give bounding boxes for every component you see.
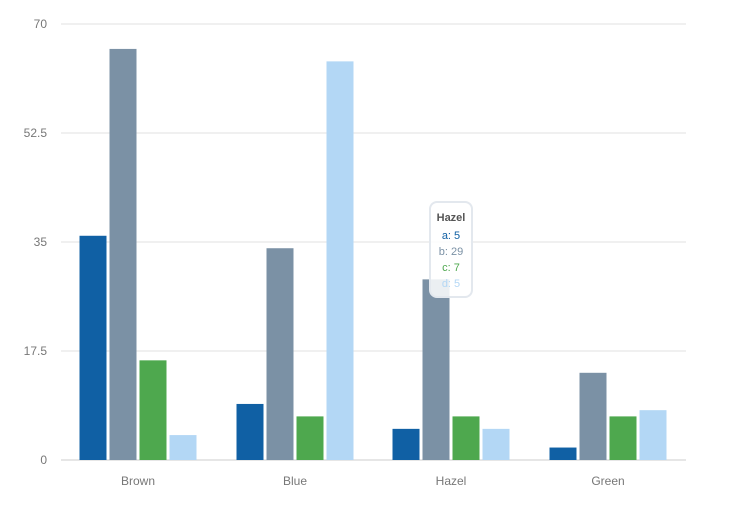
bar-blue-a: [236, 403, 264, 460]
bar-blue-c: [296, 416, 324, 460]
y-tick-label: 35: [34, 235, 48, 249]
bar-green-d: [639, 410, 667, 460]
x-category-label: Green: [591, 474, 624, 488]
y-tick-label: 17.5: [24, 344, 48, 358]
tooltip-line-b: b: 29: [438, 246, 464, 258]
tooltip-line-c: c: 7: [442, 262, 460, 274]
bar-hazel-d: [482, 428, 510, 460]
bar-green-c: [609, 416, 637, 460]
bar-green-a: [549, 447, 577, 460]
hazel-tooltip: Hazel a: 5 b: 29 c: 7 d: 5: [429, 201, 473, 298]
tooltip-line-d: d: 5: [441, 278, 461, 290]
y-tick-label: 52.5: [24, 126, 48, 140]
bar-hazel-b: [422, 279, 450, 460]
bar-brown-c: [139, 360, 167, 460]
tooltip-title: Hazel: [436, 212, 466, 224]
bar-blue-d: [326, 61, 354, 460]
y-tick-label: 0: [40, 453, 47, 467]
y-tick-label: 70: [34, 17, 48, 31]
bar-brown-a: [79, 235, 107, 460]
bar-brown-b: [109, 48, 137, 461]
bar-hazel-c: [452, 416, 480, 460]
bar-green-b: [579, 372, 607, 460]
x-category-label: Blue: [283, 474, 307, 488]
bar-brown-d: [169, 435, 197, 460]
x-category-label: Brown: [121, 474, 155, 488]
x-category-label: Hazel: [436, 474, 467, 488]
tooltip-line-a: a: 5: [441, 230, 461, 242]
bar-hazel-a: [392, 428, 420, 460]
bar-blue-b: [266, 248, 294, 460]
